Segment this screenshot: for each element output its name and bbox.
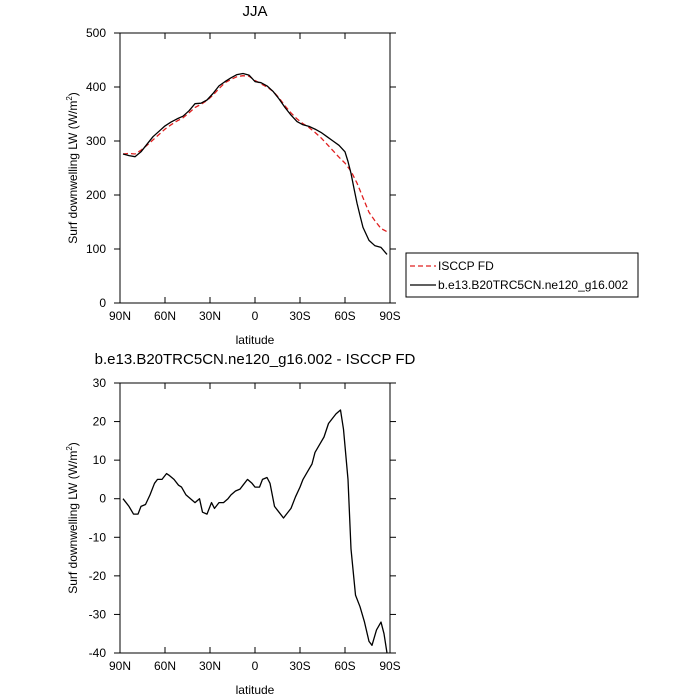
- top-x-tick-label-0: 90N: [109, 309, 131, 323]
- top-y-label-main: Surf downwelling LW (W/m: [66, 101, 80, 244]
- bottom-x-tick-label-1: 60N: [154, 659, 176, 673]
- top-panel: JJA 90N 60N 30N 0 30S 60S 90S0100200300400500 …: [65, 3, 401, 347]
- top-series-line-0: [122, 75, 388, 233]
- bottom-y-tick-label-6: 20: [93, 415, 107, 429]
- bottom-x-tick-label-4: 30S: [289, 659, 310, 673]
- bottom-panel: b.e13.B20TRC5CN.ne120_g16.002 - ISCCP FD…: [65, 351, 416, 697]
- bottom-x-tick-label-2: 30N: [199, 659, 221, 673]
- top-x-axis-label: latitude: [236, 333, 275, 347]
- bottom-y-tick-label-7: 30: [93, 376, 107, 390]
- top-y-label-close: ): [66, 92, 80, 96]
- top-y-tick-label-5: 500: [86, 26, 106, 40]
- legend: ISCCP FD b.e13.B20TRC5CN.ne120_g16.002: [405, 252, 639, 298]
- top-y-tick-label-3: 300: [86, 134, 106, 148]
- bottom-y-label-close: ): [66, 442, 80, 446]
- top-axis-ticks: 90N 60N 30N 0 30S 60S 90S 0 100 200 300 400 500: [86, 26, 401, 323]
- bottom-x-axis-label: latitude: [236, 683, 275, 697]
- legend-label-isccp: ISCCP FD: [438, 259, 494, 273]
- top-series-group: [122, 72, 388, 255]
- bottom-y-label-main: Surf downwelling LW (W/m: [66, 451, 80, 594]
- top-x-tick-label-6: 90S: [379, 309, 400, 323]
- bottom-y-tick-label-1: -30: [89, 607, 107, 621]
- top-x-tick-label-3: 0: [252, 309, 259, 323]
- top-y-label-sup: 2: [65, 96, 74, 101]
- legend-box: [405, 252, 639, 298]
- bottom-y-tick-label-2: -20: [89, 569, 107, 583]
- bottom-x-tick-label-5: 60S: [334, 659, 355, 673]
- top-y-tick-label-4: 400: [86, 80, 106, 94]
- bottom-y-tick-label-0: -40: [89, 646, 107, 660]
- bottom-series-group: [122, 409, 388, 654]
- bottom-series-line-0: [122, 409, 388, 654]
- top-y-tick-label-2: 200: [86, 188, 106, 202]
- bottom-y-tick-label-5: 10: [93, 453, 107, 467]
- bottom-y-label-sup: 2: [65, 446, 74, 451]
- bottom-x-tick-label-3: 0: [252, 659, 259, 673]
- bottom-axis-ticks: 90N 60N 30N 0 30S 60S 90S -40 -30 -20 -10 0 10 20 30: [89, 376, 401, 673]
- bottom-y-tick-label-3: -10: [89, 530, 107, 544]
- top-y-axis-label: Surf downwelling LW (W/m2): [65, 92, 80, 244]
- bottom-y-tick-label-4: 0: [99, 492, 106, 506]
- bottom-x-tick-label-6: 90S: [379, 659, 400, 673]
- bottom-chart-title: b.e13.B20TRC5CN.ne120_g16.002 - ISCCP FD: [95, 351, 416, 368]
- top-x-tick-label-2: 30N: [199, 309, 221, 323]
- bottom-x-tick-label-0: 90N: [109, 659, 131, 673]
- top-x-tick-label-4: 30S: [289, 309, 310, 323]
- bottom-y-axis-label: Surf downwelling LW (W/m2): [65, 442, 80, 594]
- top-series-line-1: [122, 72, 388, 255]
- top-chart-title: JJA: [242, 3, 267, 20]
- top-x-tick-label-1: 60N: [154, 309, 176, 323]
- top-x-tick-label-5: 60S: [334, 309, 355, 323]
- legend-label-model: b.e13.B20TRC5CN.ne120_g16.002: [438, 278, 628, 292]
- top-y-tick-label-1: 100: [86, 242, 106, 256]
- top-y-tick-label-0: 0: [99, 296, 106, 310]
